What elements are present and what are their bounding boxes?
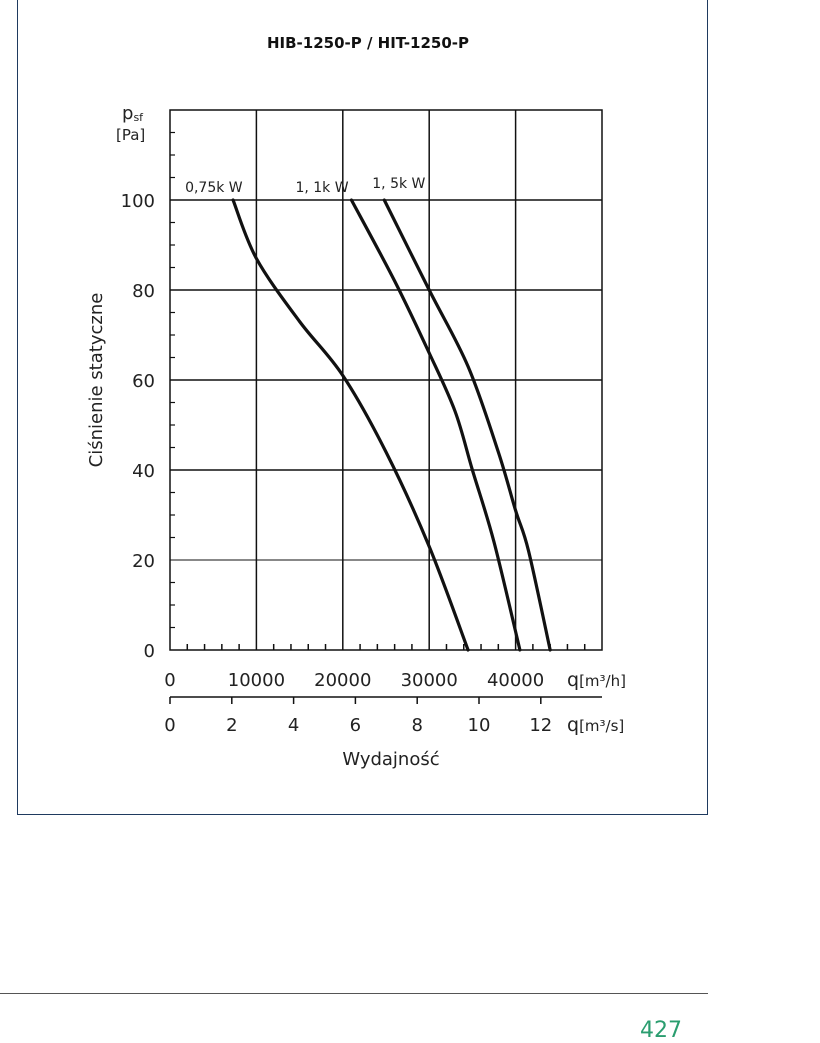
x2-tick-label: 12	[529, 715, 552, 736]
x-axis-unit-h: q[m³/h]	[567, 669, 626, 691]
x2-tick-label: 2	[226, 715, 237, 736]
fan-curve-chart: HIB-1250-P / HIT-1250-P 0,75k W 1, 1k W 1,…	[86, 34, 626, 770]
curves	[231, 198, 552, 652]
series-line-0	[231, 198, 470, 652]
x2-tick-label: 10	[468, 715, 491, 736]
plot-area-border	[169, 109, 603, 651]
y-tick-label: 20	[132, 551, 155, 572]
series-line-1	[349, 198, 522, 652]
chart-frame	[17, 0, 708, 815]
y-tick-label: 80	[132, 281, 155, 302]
x-tick-label: 40000	[487, 670, 544, 691]
grid	[170, 110, 602, 650]
x2-tick-label: 0	[164, 715, 175, 736]
x-tick-labels: 0 10000 20000 30000 40000	[164, 670, 544, 691]
x-tick-label: 10000	[228, 670, 285, 691]
x-tick-label: 20000	[314, 670, 371, 691]
x2-tick-label: 6	[350, 715, 361, 736]
y-tick-label: 0	[144, 641, 155, 662]
series-line-2	[382, 198, 552, 652]
y-axis-label: Ciśnienie statyczne	[86, 293, 107, 468]
series-label-2: 1, 5k W	[372, 176, 425, 192]
x-tick-label: 0	[164, 670, 175, 691]
curve-labels: 0,75k W 1, 1k W 1, 5k W	[185, 176, 425, 196]
series-label-0: 0,75k W	[185, 180, 243, 196]
y-tick-labels: 0 20 40 60 80 100	[121, 191, 155, 662]
secondary-x-tick-labels: 0 2 4 6 8 10 12	[164, 697, 552, 736]
x2-tick-label: 8	[411, 715, 422, 736]
page-number: 427	[640, 1018, 682, 1043]
series-label-1: 1, 1k W	[295, 180, 348, 196]
x2-tick-label: 4	[288, 715, 299, 736]
y-axis-unit: [Pa]	[116, 126, 145, 144]
y-tick-label: 60	[132, 371, 155, 392]
x-axis-unit-s: q[m³/s]	[567, 714, 624, 736]
footer-rule	[0, 993, 708, 994]
y-axis-symbol: psf	[122, 103, 144, 124]
x-axis-label: Wydajność	[342, 749, 439, 770]
x-tick-label: 30000	[401, 670, 458, 691]
chart-title: HIB-1250-P / HIT-1250-P	[267, 34, 469, 52]
y-tick-label: 40	[132, 461, 155, 482]
y-tick-label: 100	[121, 191, 155, 212]
minor-ticks	[170, 131, 586, 650]
